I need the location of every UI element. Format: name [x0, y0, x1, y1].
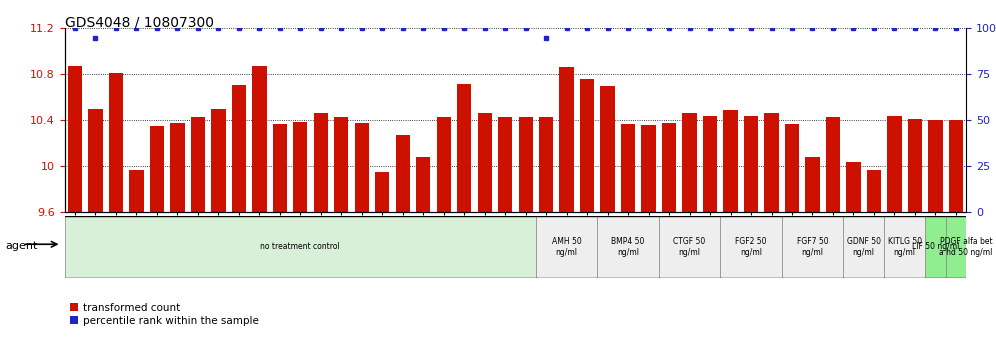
Bar — [658, 216, 720, 278]
Text: agent: agent — [5, 241, 38, 251]
Bar — [682, 113, 697, 354]
Bar — [519, 117, 533, 354]
Bar — [65, 216, 536, 278]
Text: GDS4048 / 10807300: GDS4048 / 10807300 — [65, 16, 214, 30]
Bar — [536, 216, 598, 278]
Text: no treatment control: no treatment control — [260, 242, 341, 251]
Bar — [641, 125, 655, 354]
Bar — [925, 216, 945, 278]
Bar — [436, 117, 451, 354]
Bar — [170, 122, 184, 354]
Legend: transformed count, percentile rank within the sample: transformed count, percentile rank withi… — [70, 303, 259, 326]
Bar — [334, 117, 349, 354]
Bar — [884, 216, 925, 278]
Bar — [703, 116, 717, 354]
Bar — [273, 124, 287, 354]
Bar — [149, 126, 164, 354]
Bar — [764, 113, 779, 354]
Bar — [782, 216, 844, 278]
Bar — [601, 86, 615, 354]
Bar — [887, 116, 901, 354]
Bar — [109, 73, 124, 354]
Bar — [416, 157, 430, 354]
Text: CTGF 50
ng/ml: CTGF 50 ng/ml — [673, 237, 706, 257]
Bar — [68, 66, 82, 354]
Bar — [928, 120, 942, 354]
Bar — [129, 170, 143, 354]
Bar — [252, 66, 267, 354]
Text: AMH 50
ng/ml: AMH 50 ng/ml — [552, 237, 582, 257]
Text: PDGF alfa bet
a hd 50 ng/ml: PDGF alfa bet a hd 50 ng/ml — [939, 237, 993, 257]
Bar — [844, 216, 884, 278]
Bar — [477, 113, 492, 354]
Bar — [945, 216, 987, 278]
Bar — [539, 117, 554, 354]
Bar — [867, 170, 881, 354]
Bar — [580, 79, 595, 354]
Bar — [598, 216, 658, 278]
Text: FGF7 50
ng/ml: FGF7 50 ng/ml — [797, 237, 829, 257]
Bar — [785, 124, 799, 354]
Bar — [806, 157, 820, 354]
Bar — [723, 110, 738, 354]
Text: LIF 50 ng/ml: LIF 50 ng/ml — [911, 242, 959, 251]
Bar — [662, 122, 676, 354]
Bar — [498, 117, 512, 354]
Bar — [907, 119, 922, 354]
Bar — [355, 122, 369, 354]
Bar — [293, 121, 308, 354]
Text: BMP4 50
ng/ml: BMP4 50 ng/ml — [612, 237, 644, 257]
Bar — [949, 120, 963, 354]
Bar — [457, 84, 471, 354]
Bar — [826, 117, 841, 354]
Bar — [744, 116, 758, 354]
Bar — [375, 172, 389, 354]
Bar — [847, 162, 861, 354]
Bar — [395, 135, 410, 354]
Text: FGF2 50
ng/ml: FGF2 50 ng/ml — [735, 237, 767, 257]
Bar — [190, 117, 205, 354]
Bar — [560, 67, 574, 354]
Text: GDNF 50
ng/ml: GDNF 50 ng/ml — [847, 237, 880, 257]
Bar — [314, 113, 328, 354]
Bar — [621, 124, 635, 354]
Bar — [720, 216, 782, 278]
Bar — [89, 109, 103, 354]
Text: KITLG 50
ng/ml: KITLG 50 ng/ml — [887, 237, 921, 257]
Bar — [232, 85, 246, 354]
Bar — [211, 109, 225, 354]
